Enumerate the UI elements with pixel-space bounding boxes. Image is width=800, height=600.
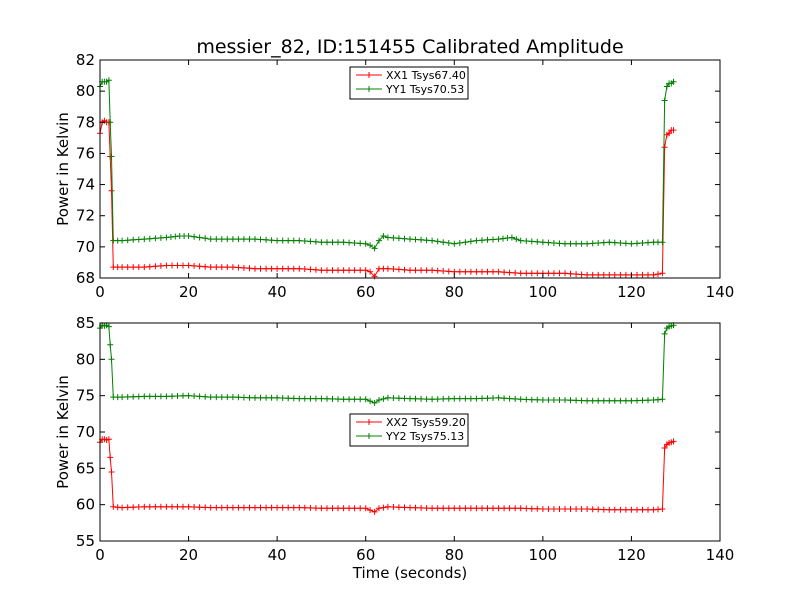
- y-tick-label: 70: [76, 423, 95, 441]
- y-tick-label: 80: [76, 350, 95, 368]
- legend-entry: YY1 Tsys70.53: [385, 83, 464, 96]
- y-tick-label: 85: [76, 314, 95, 332]
- legend-swatch-marker: [366, 419, 372, 425]
- y-tick-label: 80: [76, 82, 95, 100]
- x-tick-label: 120: [617, 283, 646, 301]
- series-markers-2: [97, 322, 677, 406]
- series-markers-1: [97, 117, 677, 280]
- legend-box: [349, 66, 469, 100]
- y-tick-label: 60: [76, 496, 95, 514]
- legend-swatch-marker: [366, 72, 372, 78]
- y-tick-label: 68: [76, 269, 95, 287]
- x-tick-label: 0: [95, 546, 105, 564]
- x-tick-label: 0: [95, 283, 105, 301]
- series-line-1: [99, 438, 674, 513]
- x-tick-label: 80: [445, 546, 464, 564]
- x-tick-label: 80: [445, 283, 464, 301]
- series-markers-2: [97, 77, 677, 252]
- y-tick-label: 74: [76, 176, 95, 194]
- legend-entry: XX2 Tsys59.20: [386, 416, 466, 429]
- x-tick-label: 40: [268, 546, 287, 564]
- y-axis-label: Power in Kelvin: [54, 112, 72, 226]
- y-tick-label: 75: [76, 387, 95, 405]
- x-tick-label: 140: [706, 283, 735, 301]
- x-tick-label: 20: [179, 283, 198, 301]
- series-markers-1: [97, 436, 677, 515]
- y-axis-label: Power in Kelvin: [54, 375, 72, 489]
- series-line-2: [99, 79, 674, 250]
- series-marker-path-2: [97, 322, 677, 406]
- x-tick-label: 100: [529, 546, 558, 564]
- x-tick-label: 100: [529, 283, 558, 301]
- x-tick-label: 60: [356, 546, 375, 564]
- series-marker-path-2: [97, 77, 677, 252]
- bottom-panel: 0 20 40 60 80 100 120 140 55 60 65 70 75 80 85 Power in…: [54, 314, 734, 582]
- top-panel: 0 20 40 60 80 100 120 140 68 70 72 74 76 78 80 82 Power …: [54, 51, 734, 301]
- y-tick-label: 55: [76, 532, 95, 550]
- x-axis-label: Time (seconds): [352, 564, 468, 582]
- y-tick-label: 76: [76, 144, 95, 162]
- legend-box: [349, 413, 469, 447]
- x-tick-label: 120: [617, 546, 646, 564]
- y-tick-label: 82: [76, 51, 95, 69]
- series-marker-path-1: [97, 436, 677, 515]
- series-line-1: [99, 120, 674, 278]
- chart-title: messier_82, ID:151455 Calibrated Amplitu…: [196, 36, 623, 58]
- legend-entry: YY2 Tsys75.13: [385, 430, 464, 443]
- legend-swatch-marker: [366, 433, 372, 439]
- x-tick-label: 140: [706, 546, 735, 564]
- series-line-2: [99, 324, 674, 404]
- legend-entry: XX1 Tsys67.40: [386, 69, 466, 82]
- y-tick-label: 72: [76, 207, 95, 225]
- plot-frame: [99, 59, 721, 279]
- y-tick-label: 65: [76, 459, 95, 477]
- x-tick-label: 60: [356, 283, 375, 301]
- x-tick-label: 20: [179, 546, 198, 564]
- y-tick-label: 78: [76, 113, 95, 131]
- legend-swatch-marker: [366, 86, 372, 92]
- x-tick-label: 40: [268, 283, 287, 301]
- y-tick-label: 70: [76, 238, 95, 256]
- series-marker-path-1: [97, 117, 677, 280]
